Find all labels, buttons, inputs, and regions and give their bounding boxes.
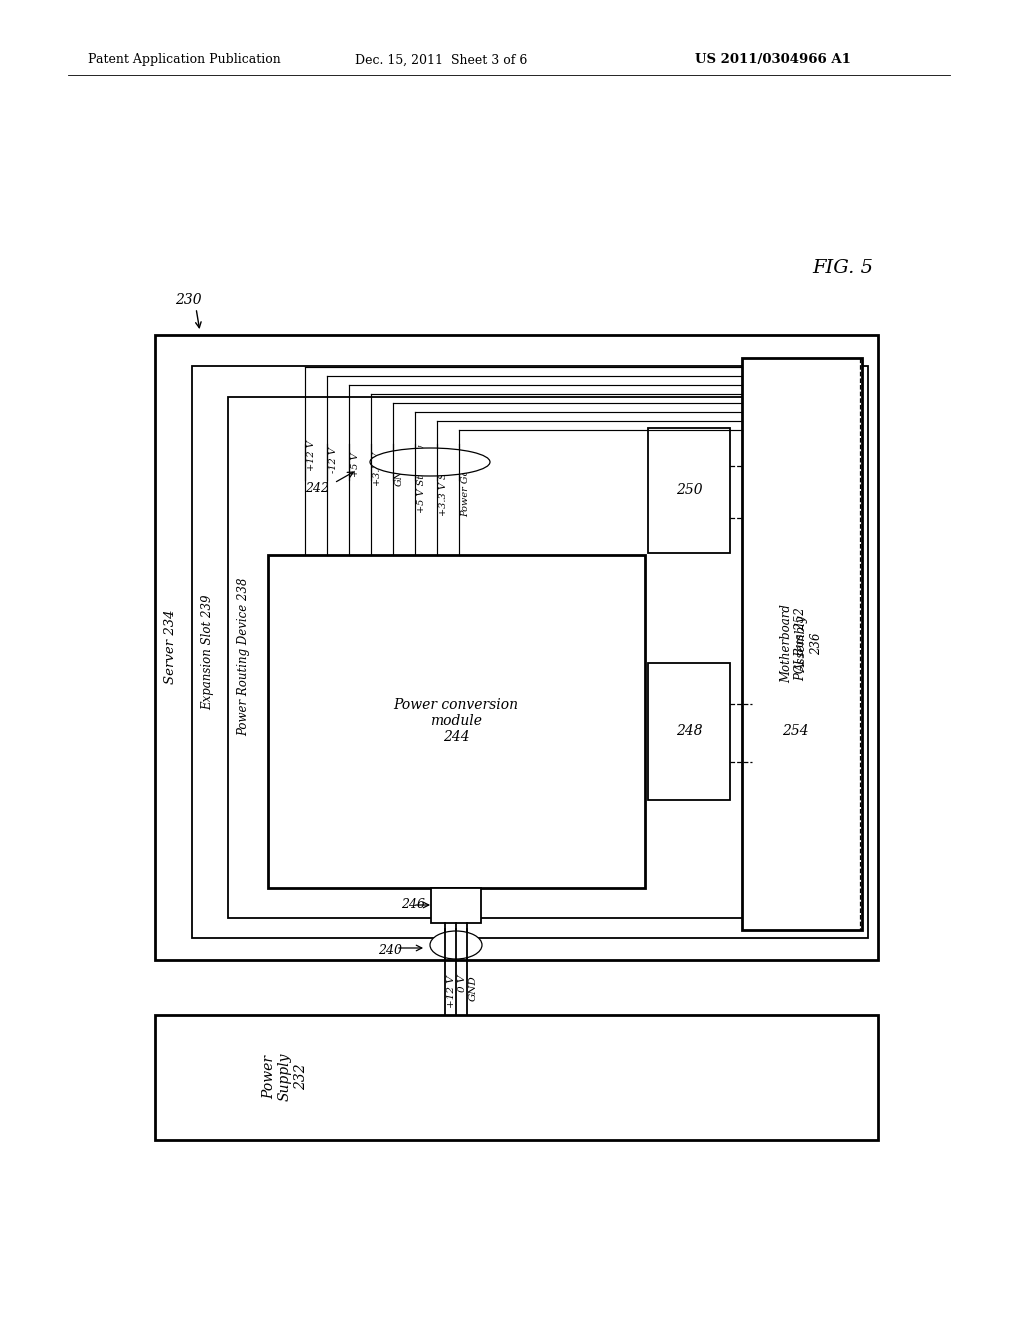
Text: 0 V: 0 V <box>458 975 467 993</box>
Text: GND: GND <box>469 975 478 1001</box>
Text: 242: 242 <box>305 482 329 495</box>
Bar <box>228 397 860 917</box>
Bar <box>742 358 862 931</box>
Text: +3.3 V Sense: +3.3 V Sense <box>439 450 449 516</box>
Text: +3.3 V: +3.3 V <box>373 453 382 487</box>
Text: -12 V: -12 V <box>329 447 338 474</box>
Bar <box>752 663 838 800</box>
Bar <box>268 554 645 888</box>
Text: Patent Application Publication: Patent Application Publication <box>88 54 281 66</box>
Text: Motherboard
Assembly
236: Motherboard Assembly 236 <box>780 605 823 684</box>
Text: Dec. 15, 2011  Sheet 3 of 6: Dec. 15, 2011 Sheet 3 of 6 <box>355 54 527 66</box>
Bar <box>193 366 868 939</box>
Text: +5 V Standby: +5 V Standby <box>417 445 426 512</box>
Text: Expansion Slot 239: Expansion Slot 239 <box>202 594 214 710</box>
Text: 230: 230 <box>175 293 202 308</box>
Ellipse shape <box>370 447 490 477</box>
Text: 240: 240 <box>378 944 402 957</box>
Text: Power Good: Power Good <box>461 458 470 517</box>
Bar <box>155 1015 878 1140</box>
Text: GND: GND <box>395 462 404 486</box>
Text: Server 234: Server 234 <box>165 610 177 684</box>
Text: 254: 254 <box>781 723 808 738</box>
Ellipse shape <box>430 931 482 960</box>
Text: Power conversion
module
244: Power conversion module 244 <box>393 698 518 744</box>
Text: +5 V: +5 V <box>351 453 360 478</box>
Bar <box>155 335 878 960</box>
Text: +12 V: +12 V <box>307 441 316 471</box>
Text: 250: 250 <box>676 483 702 498</box>
Text: Power Routing Device 238: Power Routing Device 238 <box>238 578 251 737</box>
Text: PCI Bus 252: PCI Bus 252 <box>795 607 808 681</box>
Text: Power
Supply
232: Power Supply 232 <box>262 1053 308 1101</box>
Text: +12 V: +12 V <box>447 975 456 1007</box>
Bar <box>431 888 481 923</box>
Text: FIG. 5: FIG. 5 <box>812 259 873 277</box>
Text: 246: 246 <box>401 899 425 912</box>
Bar <box>648 428 730 553</box>
Text: US 2011/0304966 A1: US 2011/0304966 A1 <box>695 54 851 66</box>
Text: 248: 248 <box>676 723 702 738</box>
Bar <box>648 663 730 800</box>
